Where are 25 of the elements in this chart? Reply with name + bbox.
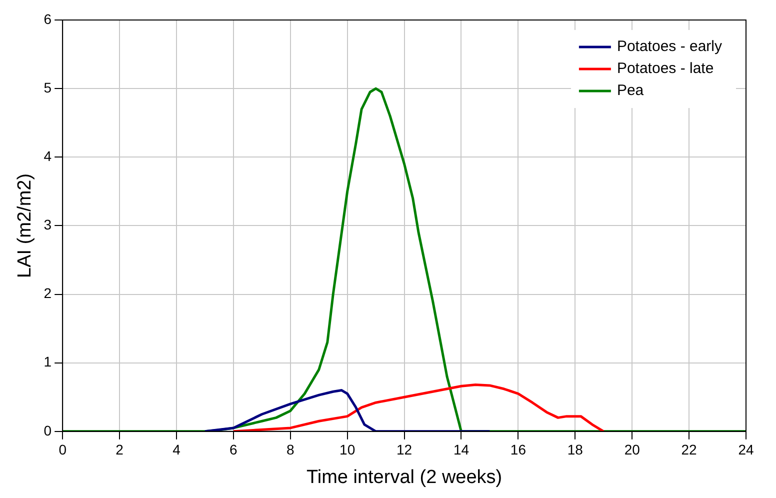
x-tick-label: 18 [567, 442, 584, 458]
x-tick-label: 22 [681, 442, 698, 458]
y-tick-label: 6 [44, 10, 52, 27]
x-tick-label: 10 [340, 442, 356, 458]
y-tick-label: 4 [44, 148, 52, 164]
y-tick-label: 1 [44, 354, 52, 370]
x-tick-label: 8 [286, 442, 294, 458]
y-tick-label: 0 [44, 422, 52, 438]
y-tick-label: 2 [44, 285, 52, 302]
x-tick-label: 12 [396, 442, 412, 458]
x-tick-label: 6 [230, 442, 238, 458]
y-tick-label: 3 [44, 216, 52, 233]
y-tick-label: 5 [44, 79, 52, 96]
legend-label: Pea [616, 82, 644, 100]
legend-label: Potatoes - early [616, 38, 722, 56]
x-tick-label: 14 [453, 442, 470, 458]
x-tick-label: 2 [116, 442, 124, 458]
x-tick-label: 24 [738, 442, 754, 458]
x-tick-label: 16 [510, 442, 526, 458]
y-axis-title: LAI (m2/m2) [14, 173, 36, 278]
x-tick-label: 4 [172, 442, 181, 458]
x-tick-label: 20 [624, 442, 640, 458]
x-tick-label: 0 [58, 442, 67, 458]
x-axis-title: Time interval (2 weeks) [306, 466, 502, 488]
legend-label: Potatoes - late [616, 60, 714, 78]
